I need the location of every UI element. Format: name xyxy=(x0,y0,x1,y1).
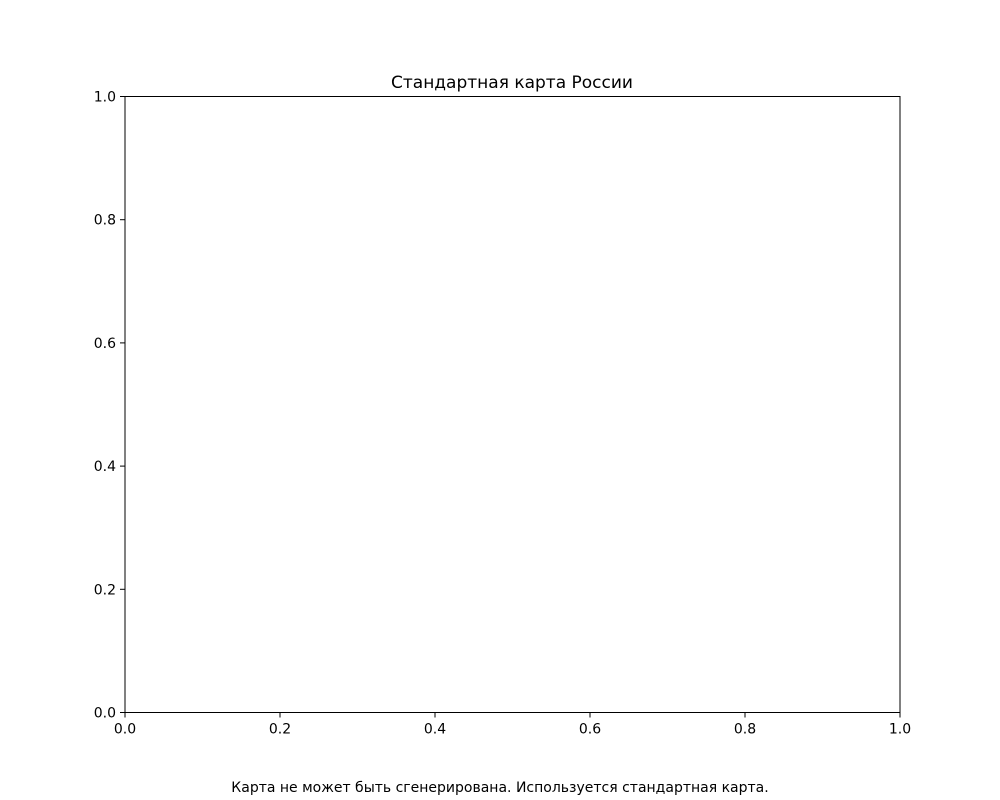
y-tick-label: 0.8 xyxy=(94,213,116,229)
x-tick-label: 0.2 xyxy=(269,722,291,738)
x-tick-label: 1.0 xyxy=(889,722,911,738)
x-tick-label: 0.4 xyxy=(424,722,446,738)
x-axis: 0.0 0.2 0.4 0.6 0.8 1.0 xyxy=(114,712,911,738)
plot-frame xyxy=(124,96,901,713)
y-tick-label: 0.4 xyxy=(94,459,116,475)
chart-title: Стандартная карта России xyxy=(391,73,633,93)
y-tick-label: 1.0 xyxy=(94,90,116,106)
plot-area xyxy=(124,96,901,713)
y-tick-label: 0.6 xyxy=(94,336,116,352)
y-tick-label: 0.0 xyxy=(94,706,116,722)
x-tick-label: 0.0 xyxy=(114,722,136,738)
x-tick-label: 0.8 xyxy=(734,722,756,738)
footer-note: Карта не может быть сгенерирована. Испол… xyxy=(231,780,768,796)
x-tick-label: 0.6 xyxy=(579,722,601,738)
y-tick-label: 0.2 xyxy=(94,582,116,598)
y-axis: 0.0 0.2 0.4 0.6 0.8 1.0 xyxy=(94,90,125,722)
